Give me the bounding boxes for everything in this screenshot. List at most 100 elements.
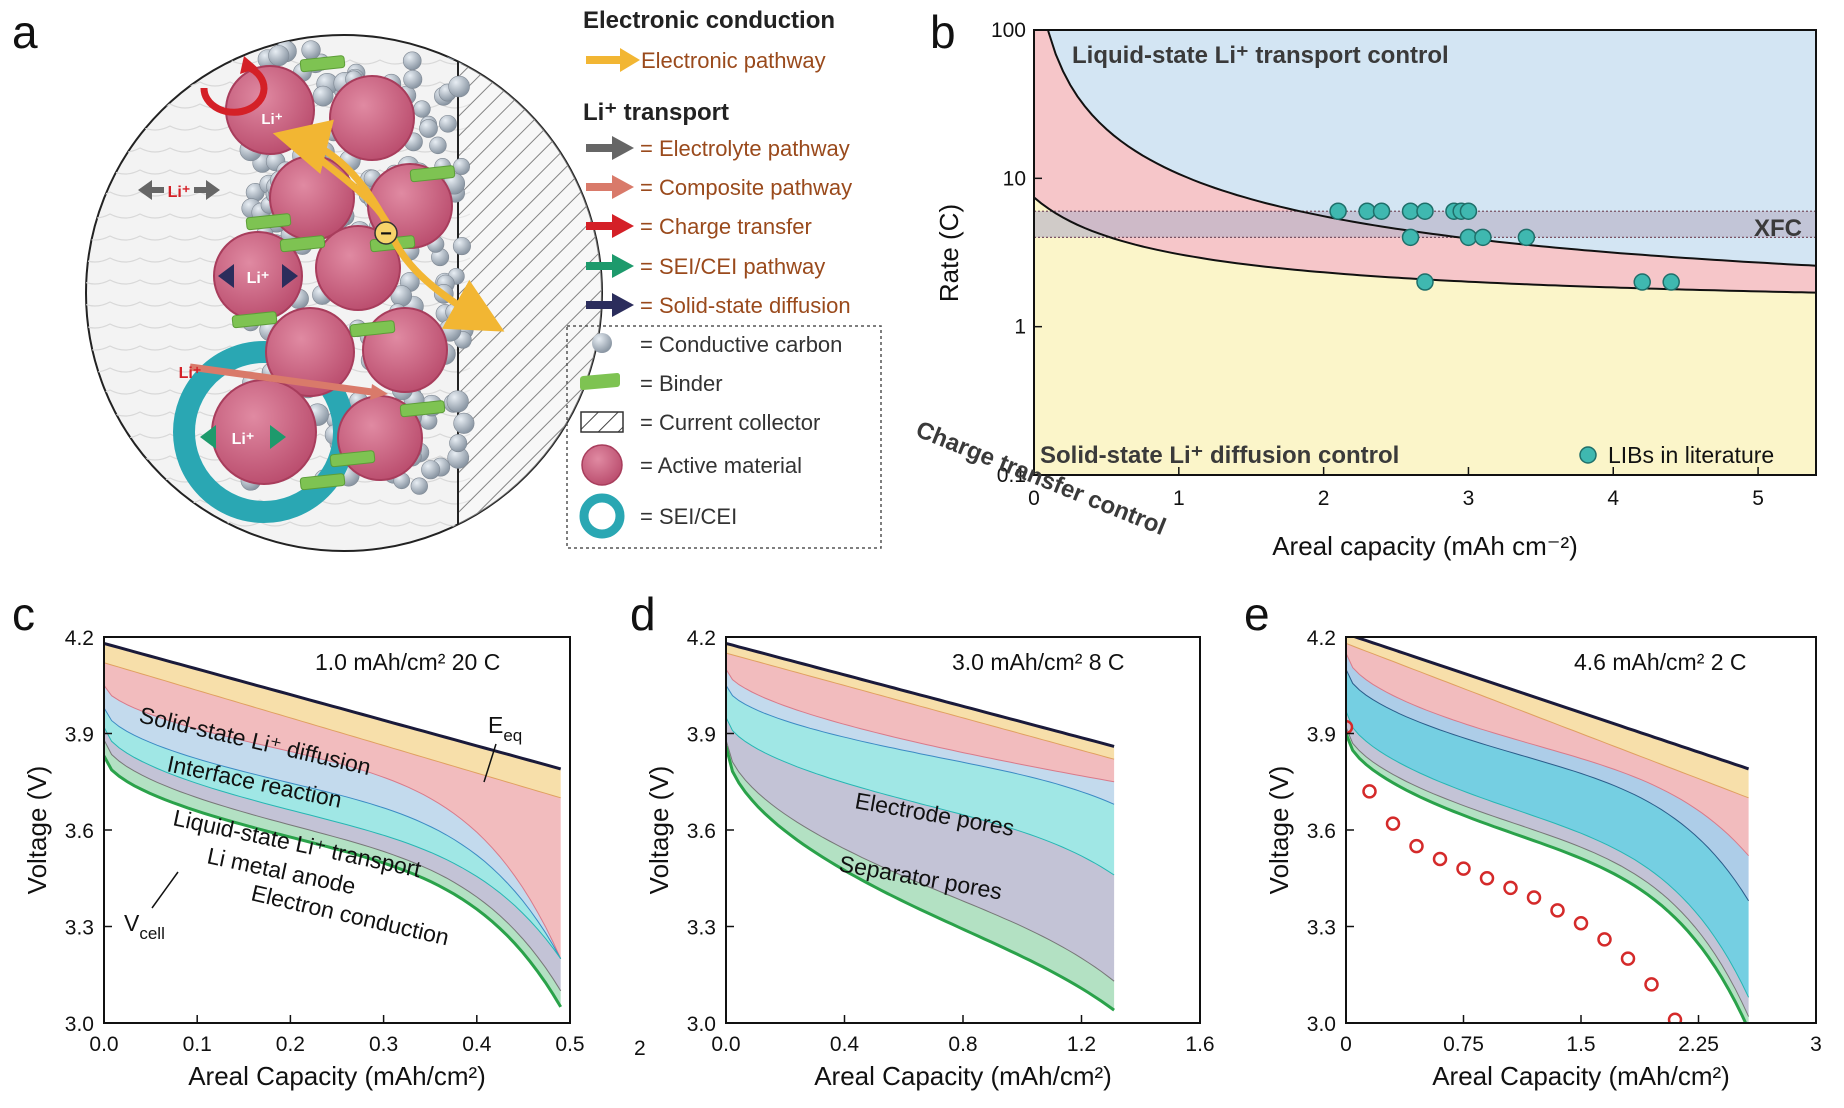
y-tick-label: 3.6 — [687, 820, 716, 843]
svg-text:Li⁺: Li⁺ — [261, 111, 282, 128]
data-marker — [1409, 838, 1424, 854]
voltage-band — [104, 685, 561, 959]
scatter-point — [1416, 273, 1434, 291]
active-material-sphere — [329, 75, 415, 161]
region-label-solid: Solid-state Li⁺ diffusion control — [1040, 442, 1399, 469]
x-tick-label: 0.0 — [711, 1033, 740, 1056]
legend-arrow-icon — [612, 254, 634, 278]
y-tick-label: 3.0 — [65, 1013, 94, 1036]
scatter-point — [1459, 228, 1478, 247]
data-marker — [1526, 890, 1542, 905]
binder-strip — [231, 311, 278, 329]
data-marker — [1479, 871, 1495, 886]
x-tick-label: 0 — [1340, 1033, 1352, 1056]
voltage-band — [104, 707, 561, 959]
scatter-point — [1372, 202, 1391, 220]
voltage-band — [726, 669, 1115, 805]
data-marker — [1597, 932, 1612, 947]
chart-c: 0.0 0.1 0.2 0.3 0.4 0.5 3.0 3.3 3.6 3.9 4.2 Areal C… — [22, 627, 585, 1091]
legend: Electronic conduction Electronic pathway… — [566, 7, 882, 549]
data-marker — [1385, 816, 1401, 831]
y-tick-label: 3.6 — [1307, 820, 1336, 843]
carbon-icon — [592, 333, 612, 353]
data-marker — [1362, 784, 1377, 799]
x-tick-label: 4 — [1607, 487, 1619, 510]
voltage-curve — [726, 668, 1115, 783]
xfc-label: XFC — [1754, 215, 1802, 242]
voltage-curve — [726, 739, 1115, 982]
voltage-band — [104, 662, 561, 959]
data-marker — [1644, 977, 1659, 992]
x-tick-label: 0.2 — [276, 1033, 305, 1056]
y-tick-label: 4.2 — [687, 627, 716, 650]
data-marker — [1503, 880, 1518, 896]
legend-component: = Binder — [640, 371, 723, 396]
active-material-sphere — [362, 307, 448, 393]
voltage-band — [726, 739, 1115, 1011]
legend-arrow-icon — [612, 293, 634, 317]
chart-d: 0.0 0.4 0.8 1.2 1.6 3.0 3.3 3.6 3.9 4.2 Areal Capa… — [644, 627, 1215, 1091]
y-tick-label: 1 — [1014, 316, 1026, 339]
legend-libs: LIBs in literature — [1608, 442, 1774, 468]
li-label-electrolyte: Li⁺ — [168, 184, 191, 201]
data-marker — [1550, 903, 1565, 918]
label-eeq: Eeq — [488, 712, 522, 745]
x-tick-label: 0.0 — [89, 1033, 118, 1056]
binder-strip — [279, 235, 326, 253]
voltage-curve — [104, 662, 561, 799]
data-marker — [1667, 1012, 1683, 1023]
y-tick-label: 3.9 — [1307, 724, 1336, 747]
binder-strip — [399, 400, 446, 418]
voltage-curve — [726, 746, 1115, 1012]
x-tick-label: 1 — [1173, 487, 1185, 510]
region-label-liquid: Liquid-state Li⁺ transport control — [1072, 42, 1449, 69]
electronic-arrow-icon — [620, 48, 640, 72]
voltage-band — [104, 643, 561, 798]
solid-diffusion-arrow — [218, 264, 298, 288]
scatter-point — [1633, 273, 1651, 291]
binder-strip — [245, 213, 292, 231]
voltage-curve — [726, 652, 1115, 760]
data-marker — [1573, 916, 1589, 931]
y-tick-label: 3.0 — [1307, 1013, 1336, 1036]
x-tick-label: 0.75 — [1443, 1033, 1484, 1056]
x-tick-label: 0.3 — [369, 1033, 398, 1056]
condition-d: 3.0 mAh/cm² 8 C — [952, 649, 1125, 675]
chart-b: 0 1 2 3 4 5 0.1 1 10 100 Liquid-state Li⁺ transpo… — [912, 19, 1817, 561]
legend-electronic-pathway: Electronic pathway — [641, 48, 826, 73]
voltage-curve — [726, 641, 1115, 748]
legend-arrow-icon — [612, 175, 634, 199]
collector-icon — [580, 411, 624, 433]
voltage-band — [104, 727, 561, 991]
x-axis-label-b: Areal capacity (mAh cm⁻²) — [1272, 531, 1578, 561]
scatter-point — [1401, 202, 1420, 220]
electrode-schematic: − Li⁺ Li⁺ Li⁺ Li⁺ Li⁺ — [85, 34, 603, 552]
svg-text:Li⁺: Li⁺ — [179, 365, 202, 382]
binder-strip — [299, 55, 346, 73]
x-tick-label: 3 — [1810, 1033, 1822, 1056]
panel-c-label: c — [12, 588, 35, 640]
voltage-band — [104, 739, 561, 1007]
voltage-curve — [1346, 726, 1750, 1017]
x-tick-label: 0.1 — [183, 1033, 212, 1056]
electrolyte-pathway-arrow — [138, 180, 220, 200]
condition-e: 4.6 mAh/cm² 2 C — [1574, 649, 1747, 675]
y-tick-label: 100 — [991, 19, 1026, 42]
panel-a-label: a — [12, 6, 38, 58]
label-vcell: Vcell — [124, 910, 165, 943]
x-tick-label: 1.5 — [1566, 1033, 1595, 1056]
legend-item: = Solid-state diffusion — [640, 293, 851, 318]
active-material-icon — [581, 444, 623, 486]
chart-e: 0 0.75 1.5 2.25 3 3.0 3.3 3.6 3.9 4.2 Areal Capaci… — [1264, 627, 1822, 1091]
binder-strips — [231, 55, 456, 491]
voltage-curve — [104, 641, 562, 771]
components-box — [566, 325, 882, 549]
svg-text:Li⁺: Li⁺ — [247, 270, 270, 287]
binder-strip — [329, 450, 376, 468]
voltage-curve — [104, 707, 562, 959]
x-tick-label: 3 — [1463, 487, 1475, 510]
voltage-curve — [104, 739, 562, 992]
voltage-curve — [726, 717, 1115, 876]
voltage-band — [726, 643, 1115, 760]
